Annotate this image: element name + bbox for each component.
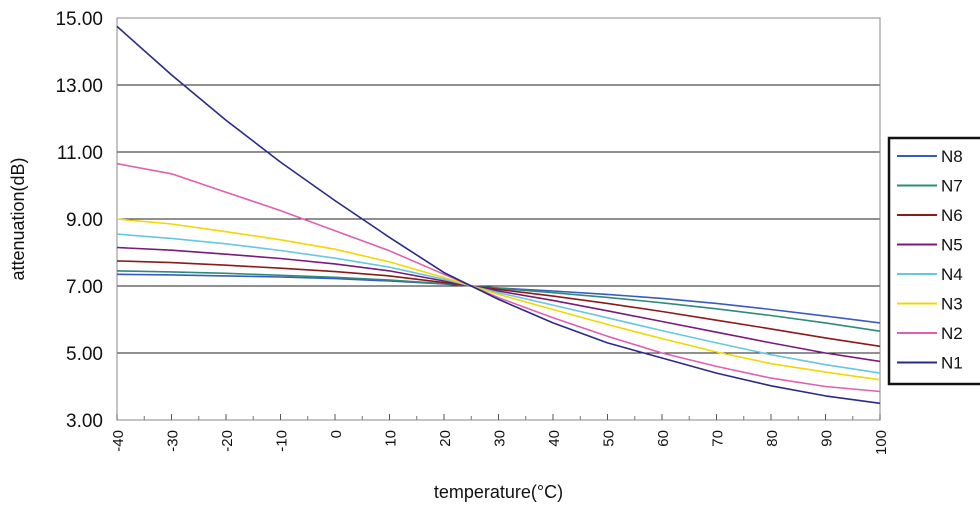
series-line-n3 [116,218,881,381]
x-tick-label: -40 [110,430,127,452]
y-tick-label: 13.00 [55,76,103,97]
x-tick-label: 50 [601,430,618,447]
y-tick-label: 11.00 [57,143,103,164]
x-tick-label: 20 [437,430,454,447]
series-line-n2 [116,162,881,393]
x-tick-label: 90 [819,430,836,447]
y-tick-label: 15.00 [55,9,103,30]
series-line-n4 [116,233,881,374]
y-tick-label: 7.00 [66,277,103,298]
series-line-n1 [116,25,881,405]
x-tick-label: -20 [219,430,236,452]
legend-label-n7: N7 [941,177,963,196]
legend-label-n5: N5 [941,236,963,255]
y-axis-ticks: 3.00 5.00 7.00 9.00 11.00 13.00 15.00 [55,9,103,432]
legend-label-n8: N8 [941,147,963,166]
x-axis-ticks: -40 -30 -20 -10 0 10 20 30 40 50 60 70 80 90 100 [110,414,890,455]
legend-label-n3: N3 [941,295,963,314]
y-axis-title: attenuation(dB) [8,157,28,280]
legend-label-n1: N1 [941,354,963,373]
x-tick-label: -10 [274,430,291,452]
x-axis-title: temperature(°C) [434,482,563,502]
x-tick-label: 30 [492,430,509,447]
x-tick-label: 0 [328,430,345,438]
legend-label-n2: N2 [941,324,963,343]
x-tick-label: 100 [873,430,890,455]
gridlines [117,84,880,354]
x-tick-label: -30 [165,430,182,452]
series-line-n5 [116,246,881,363]
x-tick-label: 70 [710,430,727,447]
x-tick-label: 40 [546,430,563,447]
y-tick-label: 5.00 [66,344,103,365]
series-line-n7 [116,270,881,332]
legend-label-n6: N6 [941,206,963,225]
y-tick-label: 3.00 [66,411,103,432]
legend-box [887,136,980,386]
x-tick-label: 60 [655,430,672,447]
x-tick-label: 80 [764,430,781,447]
x-tick-label: 10 [383,430,400,447]
legend: N8 N7 N6 N5 N4 N3 N2 N1 [887,136,980,386]
y-tick-label: 9.00 [66,210,103,231]
series-lines [116,25,881,405]
legend-label-n4: N4 [941,265,963,284]
